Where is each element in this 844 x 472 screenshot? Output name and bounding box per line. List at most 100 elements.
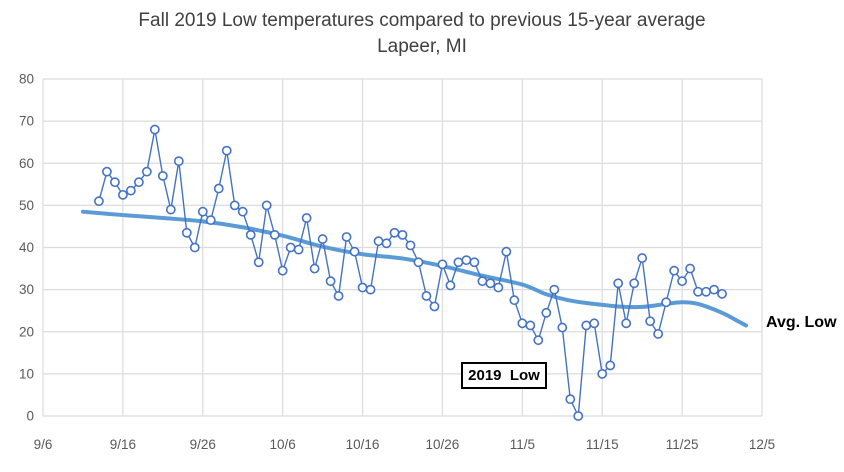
x-axis-tick-label: 11/5 bbox=[510, 437, 535, 452]
data-point-marker bbox=[102, 166, 112, 177]
data-point-marker bbox=[501, 246, 512, 257]
data-point-marker bbox=[525, 320, 536, 331]
data-point-marker bbox=[701, 286, 711, 297]
data-point-marker bbox=[557, 322, 568, 333]
data-point-marker bbox=[605, 360, 616, 371]
data-point-marker bbox=[589, 318, 600, 329]
data-point-marker bbox=[453, 257, 464, 268]
data-point-marker bbox=[229, 200, 240, 211]
data-point-marker bbox=[629, 278, 640, 289]
data-point-marker bbox=[621, 318, 632, 329]
data-point-marker bbox=[517, 318, 528, 329]
data-point-marker bbox=[717, 288, 727, 299]
data-point-marker bbox=[581, 320, 592, 331]
data-point-marker bbox=[301, 213, 312, 223]
data-point-marker bbox=[429, 301, 440, 312]
avg-low-line-label: Avg. Low bbox=[766, 314, 837, 331]
data-point-marker bbox=[365, 284, 376, 295]
data-point-marker bbox=[333, 291, 344, 301]
data-point-marker bbox=[413, 257, 424, 268]
data-point-marker bbox=[245, 229, 256, 240]
data-point-marker bbox=[469, 257, 480, 268]
data-point-marker bbox=[293, 244, 304, 255]
y-axis-tick-label: 0 bbox=[26, 409, 34, 424]
data-point-marker bbox=[541, 307, 552, 318]
chart-title: Fall 2019 Low temperatures compared to p… bbox=[0, 8, 844, 60]
data-point-marker bbox=[253, 257, 264, 268]
data-point-marker bbox=[205, 215, 216, 226]
data-point-marker bbox=[173, 156, 184, 167]
data-point-marker bbox=[149, 124, 160, 135]
data-point-marker bbox=[117, 189, 128, 200]
data-point-marker bbox=[709, 284, 719, 295]
data-point-marker bbox=[269, 229, 280, 240]
x-axis-tick-label: 10/16 bbox=[346, 437, 380, 452]
data-point-marker bbox=[533, 335, 544, 346]
data-point-marker bbox=[437, 259, 448, 270]
data-point-marker bbox=[397, 229, 408, 240]
data-point-marker bbox=[197, 206, 208, 217]
data-point-marker bbox=[661, 297, 672, 308]
data-point-marker bbox=[405, 240, 416, 251]
x-axis-tick-label: 10/6 bbox=[270, 437, 296, 452]
data-point-marker bbox=[645, 316, 656, 327]
chart-title-line2: Lapeer, MI bbox=[377, 36, 467, 57]
data-point-marker bbox=[141, 166, 152, 177]
data-point-marker bbox=[421, 291, 432, 301]
data-point-marker bbox=[613, 278, 624, 289]
y-axis-tick-label: 70 bbox=[19, 114, 34, 129]
data-point-marker bbox=[565, 394, 576, 405]
data-point-marker bbox=[157, 170, 168, 181]
data-point-marker bbox=[445, 280, 456, 291]
data-point-marker bbox=[597, 368, 608, 379]
data-point-marker bbox=[349, 246, 360, 257]
y-axis-tick-label: 80 bbox=[19, 72, 34, 87]
y-axis-tick-label: 40 bbox=[19, 240, 34, 255]
y-axis-tick-label: 50 bbox=[19, 198, 34, 213]
data-point-marker bbox=[637, 253, 648, 263]
y-axis-tick-label: 60 bbox=[19, 156, 34, 171]
data-point-marker bbox=[181, 227, 192, 238]
x-axis-tick-label: 9/16 bbox=[110, 437, 136, 452]
data-point-marker bbox=[493, 282, 504, 293]
data-point-marker bbox=[669, 265, 680, 276]
data-point-marker bbox=[357, 282, 368, 293]
chart-title-line1: Fall 2019 Low temperatures compared to p… bbox=[138, 10, 706, 31]
data-point-marker bbox=[477, 276, 488, 287]
data-point-marker bbox=[389, 227, 400, 238]
data-point-marker bbox=[261, 200, 272, 211]
x-axis-tick-label: 11/25 bbox=[666, 437, 699, 452]
series-2019-line bbox=[98, 128, 723, 417]
data-point-marker bbox=[549, 284, 560, 295]
data-point-marker bbox=[110, 177, 120, 188]
data-point-marker bbox=[133, 177, 144, 188]
data-point-marker bbox=[125, 185, 136, 196]
data-point-marker bbox=[277, 265, 288, 276]
data-point-marker bbox=[509, 295, 520, 306]
x-axis-tick-label: 12/5 bbox=[749, 437, 775, 452]
x-axis-tick-label: 10/26 bbox=[426, 437, 460, 452]
data-point-marker bbox=[485, 278, 496, 289]
data-point-marker bbox=[237, 206, 248, 217]
y-axis-tick-label: 20 bbox=[19, 324, 34, 339]
data-point-marker bbox=[461, 255, 472, 266]
data-point-marker bbox=[94, 196, 104, 207]
data-point-marker bbox=[309, 263, 320, 274]
data-point-marker bbox=[213, 183, 224, 194]
data-point-marker bbox=[285, 242, 296, 253]
y-axis-tick-label: 30 bbox=[19, 282, 34, 297]
data-point-marker bbox=[341, 232, 352, 242]
data-point-marker bbox=[653, 328, 664, 339]
data-point-marker bbox=[573, 411, 584, 421]
data-point-marker bbox=[685, 263, 695, 274]
data-point-marker bbox=[677, 276, 688, 287]
data-point-marker bbox=[317, 234, 328, 244]
x-axis-tick-label: 11/15 bbox=[586, 437, 619, 452]
data-point-marker bbox=[373, 236, 384, 247]
data-point-marker bbox=[325, 276, 336, 287]
avg-low-line bbox=[80, 209, 749, 328]
x-axis-tick-label: 9/6 bbox=[34, 437, 53, 452]
data-point-marker bbox=[165, 204, 176, 215]
y-axis-tick-label: 10 bbox=[19, 366, 34, 381]
